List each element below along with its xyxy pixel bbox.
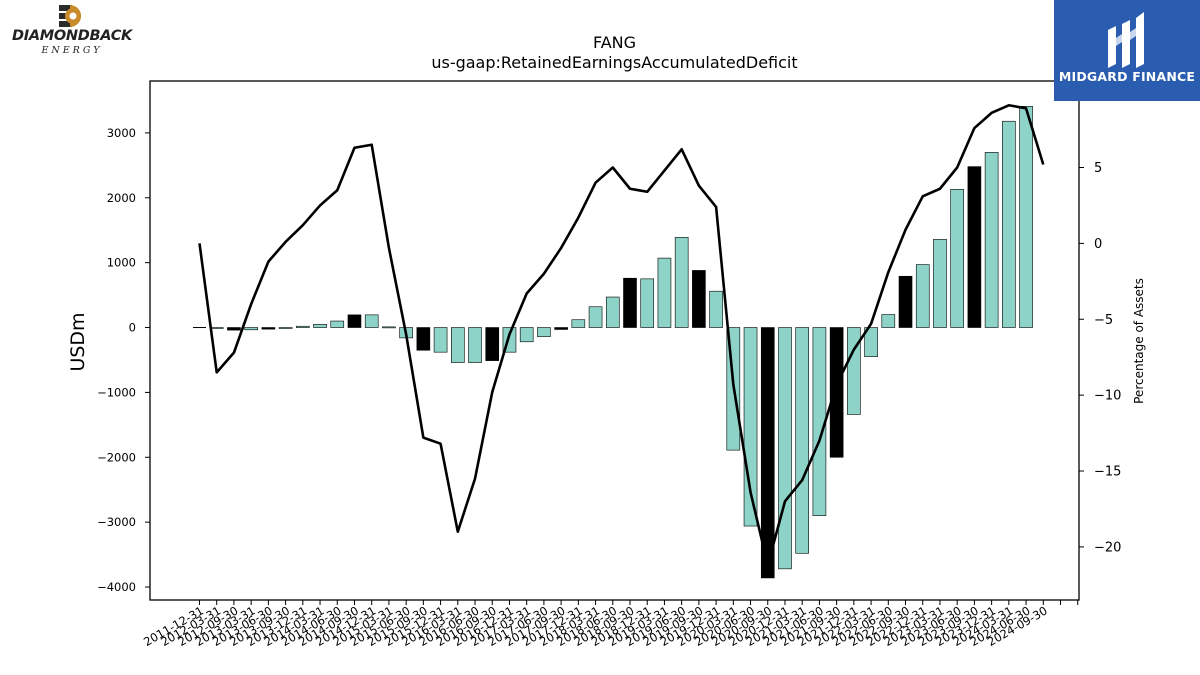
bar-2022-09-30	[933, 238, 947, 328]
bar-2013-03-31	[278, 327, 293, 329]
bar-2014-06-30	[364, 314, 379, 328]
bar-2019-06-30	[709, 290, 723, 328]
bar-2019-03-31	[692, 270, 706, 328]
bar-2012-03-31	[209, 327, 224, 329]
bar-2018-03-31	[623, 277, 637, 328]
midgard-emblem-icon	[1108, 12, 1144, 68]
bar-2023-03-31	[967, 166, 982, 328]
y-tick-label: 2000	[107, 191, 136, 205]
bar-2012-06-30	[227, 327, 241, 331]
diamondback-wordmark: DIAMONDBACK	[12, 28, 132, 44]
chart-title: FANG	[593, 33, 636, 52]
diamondback-subtitle: ENERGY	[41, 45, 103, 56]
bar-2017-03-31	[554, 327, 568, 330]
bar-2014-03-31	[347, 314, 362, 328]
x-axis: 2011-12-312012-03-312012-09-302013-03-31…	[141, 600, 1079, 649]
y2-tick-label: −10	[1094, 389, 1121, 404]
diamondback-emblem-icon	[59, 5, 81, 27]
bar-2023-06-30	[984, 152, 999, 328]
bar-2015-03-31	[416, 327, 431, 351]
bar-2018-06-30	[640, 278, 655, 328]
bar-2021-12-31	[881, 314, 896, 328]
bar-2012-12-31	[261, 327, 276, 330]
y2-tick-label: −5	[1094, 313, 1113, 328]
y2-tick-label: −20	[1094, 540, 1121, 555]
bar-2017-12-31	[605, 296, 620, 328]
pct-assets-line	[198, 103, 1045, 567]
bar-2021-09-30	[864, 327, 878, 358]
bar-2018-12-31	[674, 237, 689, 328]
bar-2018-09-30	[657, 257, 672, 328]
bar-2020-09-30	[795, 327, 810, 554]
bar-2016-03-31	[485, 327, 500, 361]
bar-2014-09-30	[382, 326, 396, 329]
bar-2017-09-30	[588, 306, 603, 328]
y-tick-label: 3000	[107, 126, 136, 140]
y2-axis-label: Percentage of Assets	[1132, 278, 1146, 404]
y-tick-label: −3000	[97, 515, 136, 529]
bar-series	[193, 106, 1033, 579]
y2-tick-label: −15	[1094, 465, 1121, 480]
y2-axis: −20 −15 −10 −5 0 5	[1079, 161, 1121, 555]
bar-2016-12-31	[537, 327, 551, 337]
midgard-finance-logo: MIDGARD FINANCE	[1054, 0, 1200, 101]
bar-2013-09-30	[313, 323, 327, 328]
bar-2016-09-30	[519, 327, 534, 343]
y-tick-label: 1000	[107, 256, 136, 270]
bar-2021-03-31	[829, 327, 844, 458]
plot-frame	[149, 80, 1080, 601]
bar-2020-06-30	[778, 327, 792, 570]
y-axis-label: USDm	[67, 312, 89, 371]
bar-2021-06-30	[847, 327, 861, 415]
midgard-wordmark: MIDGARD FINANCE	[1058, 69, 1196, 84]
bar-2013-12-31	[330, 320, 345, 328]
line-series	[198, 103, 1045, 567]
bar-2022-03-31	[898, 275, 913, 328]
y2-tick-label: 5	[1094, 161, 1102, 176]
bar-2023-09-30	[1002, 120, 1016, 328]
y-tick-label: −4000	[97, 580, 136, 594]
bar-2020-03-31	[760, 327, 775, 579]
bar-2022-12-31	[950, 189, 964, 328]
diamondback-logo: DIAMONDBACK ENERGY	[4, 4, 140, 56]
bar-2023-12-31	[1019, 106, 1033, 328]
bar-2017-06-30	[571, 319, 586, 328]
bar-2015-06-30	[433, 327, 448, 353]
y-tick-label: −2000	[97, 450, 136, 464]
bar-2022-06-30	[915, 264, 930, 328]
bar-2015-12-31	[468, 327, 482, 363]
y-tick-label: −1000	[97, 385, 136, 399]
y-axis: −4000 −3000 −2000 −1000 0 1000 2000 3000	[97, 126, 150, 594]
y-tick-label: 0	[129, 321, 136, 335]
chart-subtitle: us-gaap:RetainedEarningsAccumulatedDefic…	[431, 53, 797, 72]
bar-2013-06-30	[296, 325, 310, 328]
bar-2012-09-30	[244, 327, 258, 331]
y2-tick-label: 0	[1094, 237, 1102, 252]
bar-2015-09-30	[450, 327, 465, 363]
